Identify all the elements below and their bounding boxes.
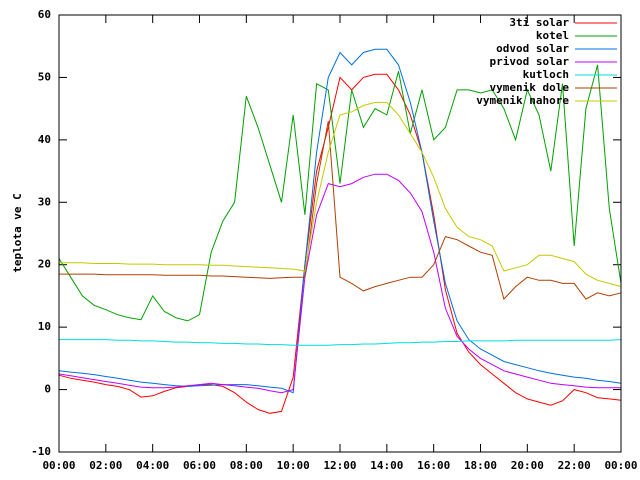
y-tick-label: 60 — [38, 8, 51, 21]
y-tick-label: -10 — [31, 445, 51, 458]
series-line — [58, 48, 622, 394]
y-tick-label: 50 — [38, 70, 51, 83]
x-tick-label: 20:00 — [511, 459, 544, 472]
series-line — [59, 339, 622, 346]
x-tick-label: 02:00 — [89, 459, 122, 472]
plot-frame — [58, 14, 622, 453]
y-tick-label: 0 — [44, 383, 51, 396]
x-tick-label: 00:00 — [604, 459, 637, 472]
x-tick-label: 16:00 — [417, 459, 450, 472]
series-line — [58, 64, 622, 322]
legend-label: kutloch — [523, 68, 569, 81]
x-tick-label: 00:00 — [42, 459, 75, 472]
x-tick-label: 10:00 — [277, 459, 310, 472]
y-tick-label: 30 — [38, 195, 51, 208]
legend-label: privod solar — [490, 55, 570, 68]
legend-label: vymenik nahore — [476, 94, 569, 107]
y-tick-label: 20 — [38, 258, 51, 271]
y-tick-label: 10 — [38, 320, 51, 333]
x-tick-label: 12:00 — [323, 459, 356, 472]
series-line — [58, 173, 621, 394]
x-tick-label: 22:00 — [558, 459, 591, 472]
legend-label: odvod solar — [496, 42, 569, 55]
x-tick-label: 18:00 — [464, 459, 497, 472]
series-line — [58, 73, 622, 414]
x-tick-label: 08:00 — [230, 459, 263, 472]
y-axis-label: teplota ve C — [11, 193, 24, 272]
legend-label: vymenik dole — [490, 81, 570, 94]
legend-label: 3ti solar — [509, 16, 569, 29]
y-tick-label: 40 — [38, 133, 51, 146]
series-line — [59, 101, 622, 288]
x-tick-label: 04:00 — [136, 459, 169, 472]
series-line — [59, 121, 622, 301]
legend-label: kotel — [536, 29, 569, 42]
x-tick-label: 14:00 — [370, 459, 403, 472]
x-tick-label: 06:00 — [183, 459, 216, 472]
